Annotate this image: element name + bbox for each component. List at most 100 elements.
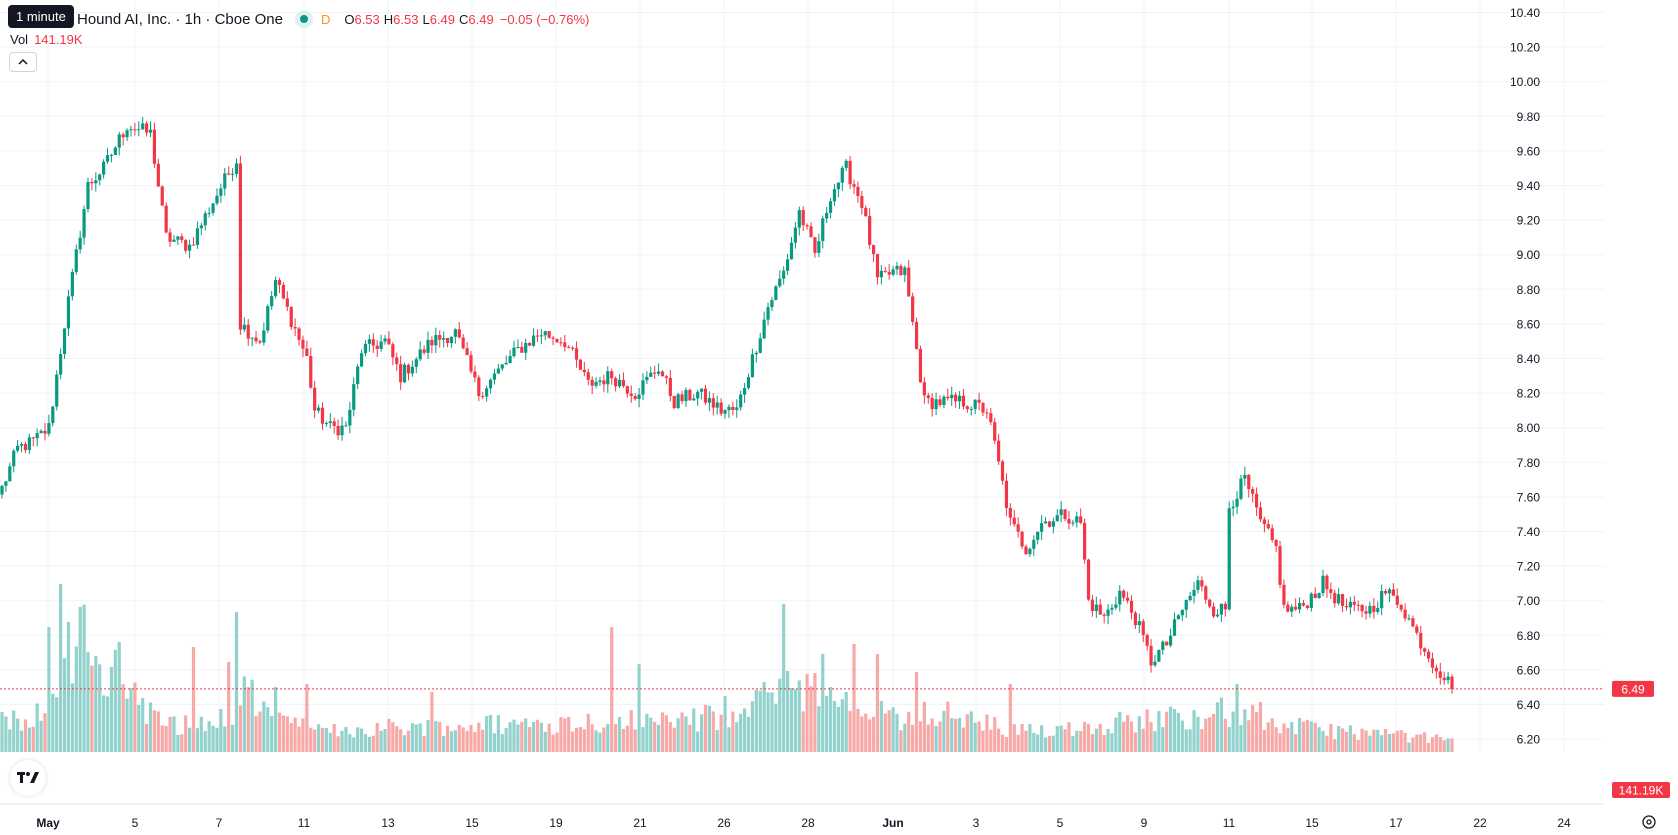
candle-body [281, 284, 286, 299]
price-axis[interactable]: 6.20 6.40 6.60 6.80 7.00 7.20 7.40 7.60 7.80 8.00… [1510, 6, 1540, 747]
delayed-data-marker[interactable]: D [320, 11, 331, 27]
candle-body [621, 379, 626, 387]
candle-body [102, 161, 106, 175]
candle-body [242, 324, 246, 330]
volume-bar [379, 730, 383, 752]
candle-body [305, 348, 309, 356]
candle-body [12, 450, 16, 467]
candle-body [559, 342, 563, 344]
volume-bar [1251, 704, 1255, 752]
volume-bar [965, 714, 969, 752]
volume-bar [1231, 711, 1235, 752]
candle-body [1137, 621, 1141, 626]
collapse-legend-button[interactable] [9, 52, 37, 72]
volume-legend[interactable]: Vol 141.19K [10, 32, 83, 47]
volume-bar [98, 664, 102, 752]
volume-bar [1043, 737, 1048, 752]
volume-bar [629, 710, 633, 752]
candle-body [1426, 651, 1431, 659]
volume-bar [875, 654, 880, 752]
candle-body [1340, 594, 1345, 606]
candle-body [121, 134, 125, 138]
market-status-icon[interactable] [294, 10, 313, 28]
gear-icon[interactable] [1641, 814, 1657, 830]
candle-body [1372, 605, 1376, 612]
candle-body [844, 160, 848, 168]
candle-body [31, 437, 35, 439]
volume-bar [828, 687, 833, 752]
candle-body [164, 205, 168, 233]
candle-body [98, 174, 102, 181]
candle-body [78, 237, 82, 250]
tradingview-logo-icon[interactable] [10, 760, 46, 796]
x-tick-label: 3 [973, 816, 980, 830]
candle-body [1383, 591, 1388, 594]
volume-bar [782, 604, 786, 752]
volume-bar [684, 716, 688, 752]
volume-bar [348, 734, 352, 752]
volume-bar [1079, 730, 1083, 752]
candle-body [672, 396, 676, 409]
volume-bar [578, 727, 583, 752]
volume-bar [504, 728, 508, 752]
candle-body [356, 366, 360, 385]
y-tick-label: 9.20 [1517, 214, 1541, 228]
candle-body [211, 203, 215, 213]
volume-bar [82, 604, 86, 752]
volume-bar [1344, 731, 1349, 752]
candle-body [649, 372, 653, 377]
volume-bar [250, 679, 254, 752]
chevron-up-icon [18, 58, 28, 65]
candle-body [825, 212, 829, 219]
candle-body [277, 280, 282, 285]
candle-body [438, 335, 442, 340]
candle-body [340, 425, 344, 436]
volume-bar [1387, 734, 1392, 752]
volume-bar [1036, 734, 1040, 752]
candle-body [1133, 612, 1138, 626]
candle-body [62, 328, 67, 354]
candle-body [551, 337, 555, 339]
y-tick-label: 6.80 [1517, 629, 1541, 643]
candle-body [969, 408, 973, 410]
candle-body [1270, 528, 1274, 541]
candle-body [602, 380, 606, 385]
candle-body [1442, 677, 1446, 681]
volume-bar [1380, 735, 1384, 752]
volume-bar [657, 724, 661, 752]
candle-body [430, 339, 434, 346]
time-axis[interactable]: May 5 7 11 13 15 19 21 26 28 Jun 3 5 9 11 15 17 22 24 [0, 803, 1604, 830]
candle-body [1223, 603, 1227, 610]
candle-body [1192, 589, 1196, 596]
candle-body [379, 341, 383, 349]
volume-bar [926, 724, 930, 752]
candle-body [828, 201, 833, 213]
symbol-title[interactable]: Hound AI, Inc. · 1h · Cboe One [77, 10, 283, 28]
candle-body [1274, 540, 1278, 547]
volume-bar [262, 701, 266, 752]
volume-bar [1067, 722, 1071, 752]
candle-body [254, 337, 258, 342]
y-tick-label: 6.20 [1517, 733, 1541, 747]
candle-body [1098, 604, 1102, 615]
volume-bar [1399, 730, 1403, 752]
symbol-legend[interactable]: Hound AI, Inc. · 1h · Cboe One D O 6.53 H… [10, 8, 589, 30]
volume-bar [961, 727, 966, 752]
volume-bar [4, 716, 8, 752]
volume-bar [1372, 729, 1376, 752]
candle-body [1235, 498, 1239, 507]
volume-bar [1215, 702, 1220, 752]
candle-body [993, 422, 997, 441]
volume-bar [340, 730, 344, 752]
y-tick-label: 9.40 [1517, 179, 1541, 193]
volume-bar [129, 688, 133, 752]
volume-bar [1430, 737, 1435, 752]
candle-body [508, 356, 512, 364]
candle-body [653, 372, 657, 374]
candle-body [746, 377, 751, 389]
candle-body [660, 371, 665, 377]
volume-bar [723, 696, 727, 752]
candle-body [563, 342, 567, 348]
volume-bar [895, 713, 899, 752]
